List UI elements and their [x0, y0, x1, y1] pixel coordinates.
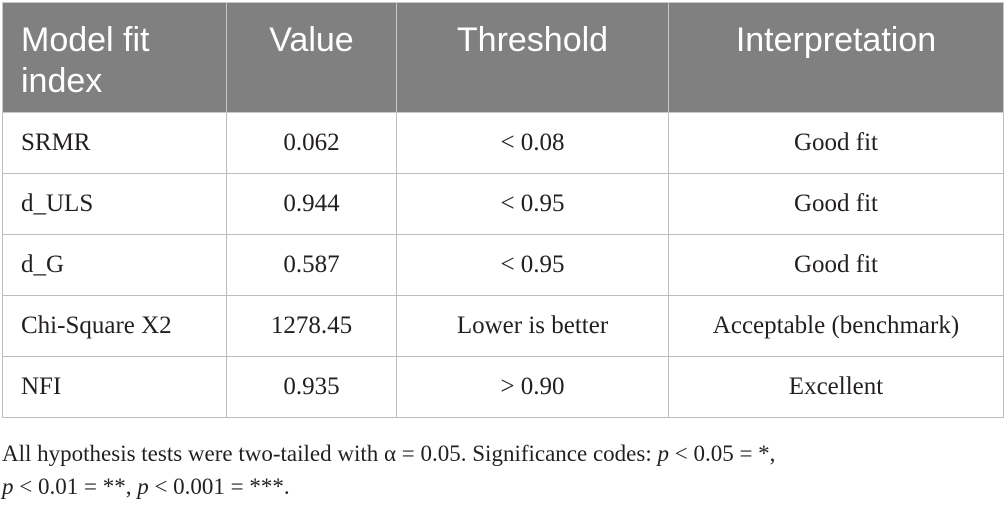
footnote-text: All hypothesis tests were two-tailed wit…: [2, 441, 658, 466]
column-header-interpretation: Interpretation: [668, 2, 1004, 113]
cell-interpretation: Good fit: [668, 234, 1004, 296]
cell-interpretation: Good fit: [668, 173, 1004, 235]
cell-value: 0.587: [226, 234, 397, 296]
cell-interpretation: Excellent: [668, 356, 1004, 418]
column-header-threshold: Threshold: [396, 2, 669, 113]
cell-threshold: Lower is better: [396, 295, 669, 357]
footnote-text: < 0.01 = **,: [13, 474, 138, 499]
footnote-p-symbol: p: [137, 474, 149, 499]
table-row: d_ULS 0.944 < 0.95 Good fit: [2, 173, 1004, 235]
table-header-row: Model fit index Value Threshold Interpre…: [2, 2, 1004, 113]
cell-index-name: Chi-Square X2: [2, 295, 227, 357]
table-row: d_G 0.587 < 0.95 Good fit: [2, 234, 1004, 296]
cell-interpretation: Good fit: [668, 112, 1004, 174]
cell-threshold: < 0.95: [396, 234, 669, 296]
footnote-p-symbol: p: [2, 474, 14, 499]
table-row: Chi-Square X2 1278.45 Lower is better Ac…: [2, 295, 1004, 357]
table-row: NFI 0.935 > 0.90 Excellent: [2, 356, 1004, 418]
cell-index-name: d_ULS: [2, 173, 227, 235]
table-row: SRMR 0.062 < 0.08 Good fit: [2, 112, 1004, 174]
cell-index-name: NFI: [2, 356, 227, 418]
table-footnote: All hypothesis tests were two-tailed wit…: [2, 437, 1002, 503]
cell-index-name: d_G: [2, 234, 227, 296]
cell-value: 0.944: [226, 173, 397, 235]
cell-value: 0.062: [226, 112, 397, 174]
cell-threshold: < 0.95: [396, 173, 669, 235]
cell-value: 0.935: [226, 356, 397, 418]
column-header-value: Value: [226, 2, 397, 113]
cell-index-name: SRMR: [2, 112, 227, 174]
cell-threshold: < 0.08: [396, 112, 669, 174]
column-header-model-fit-index: Model fit index: [2, 2, 227, 113]
cell-threshold: > 0.90: [396, 356, 669, 418]
model-fit-table: Model fit index Value Threshold Interpre…: [2, 2, 1004, 418]
cell-value: 1278.45: [226, 295, 397, 357]
footnote-p-symbol: p: [657, 441, 669, 466]
cell-interpretation: Acceptable (benchmark): [668, 295, 1004, 357]
footnote-text: < 0.001 = ***.: [148, 474, 290, 499]
footnote-text: < 0.05 = *,: [668, 441, 776, 466]
